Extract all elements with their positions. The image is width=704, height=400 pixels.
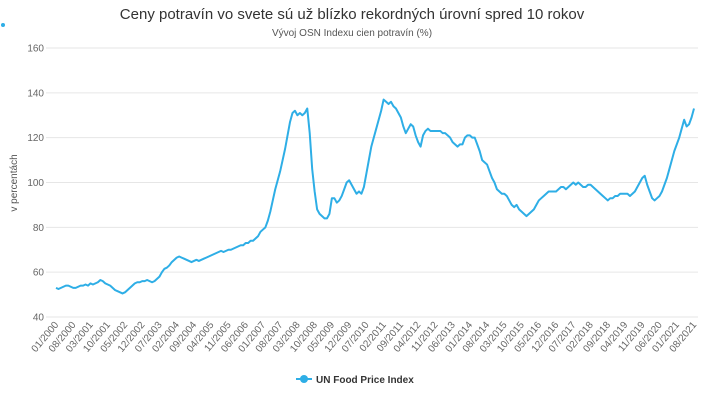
legend: UN Food Price Index (296, 375, 414, 386)
legend-marker (300, 375, 308, 383)
y-tick-label: 100 (27, 178, 44, 189)
y-tick-label: 140 (27, 88, 44, 99)
y-tick-label: 120 (27, 133, 44, 144)
chart-subtitle: Vývoj OSN Indexu cien potravín (%) (272, 28, 432, 39)
legend-label: UN Food Price Index (316, 375, 414, 386)
series-line (55, 98, 695, 295)
y-tick-label: 160 (27, 44, 44, 55)
y-tick-label: 60 (33, 268, 45, 279)
y-tick-label: 40 (33, 313, 45, 324)
decor-dot (1, 23, 5, 27)
y-tick-label: 80 (33, 223, 45, 234)
chart-title: Ceny potravín vo svete sú už blízko reko… (120, 6, 585, 23)
y-axis-label: v percentách (9, 154, 20, 211)
